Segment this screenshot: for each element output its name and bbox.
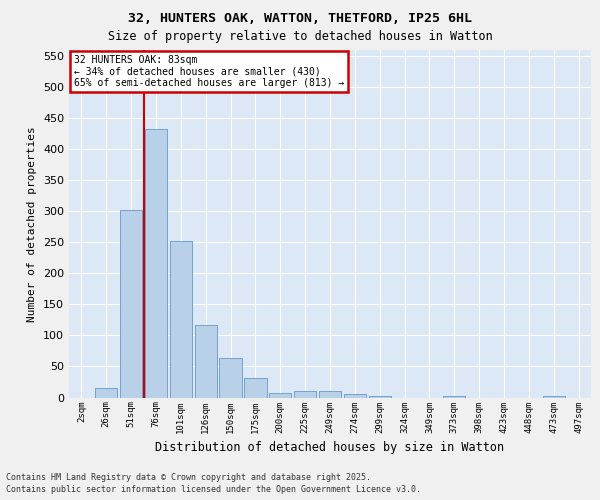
Bar: [170, 241, 192, 398]
X-axis label: Distribution of detached houses by size in Watton: Distribution of detached houses by size …: [155, 441, 505, 454]
Bar: [368, 396, 391, 398]
Bar: [269, 392, 292, 398]
Bar: [319, 390, 341, 398]
Bar: [294, 390, 316, 398]
Text: Size of property relative to detached houses in Watton: Size of property relative to detached ho…: [107, 30, 493, 43]
Text: 32 HUNTERS OAK: 83sqm
← 34% of detached houses are smaller (430)
65% of semi-det: 32 HUNTERS OAK: 83sqm ← 34% of detached …: [74, 55, 344, 88]
Y-axis label: Number of detached properties: Number of detached properties: [28, 126, 37, 322]
Bar: [244, 378, 266, 398]
Text: Contains public sector information licensed under the Open Government Licence v3: Contains public sector information licen…: [6, 485, 421, 494]
Bar: [194, 325, 217, 398]
Bar: [344, 394, 366, 398]
Bar: [120, 210, 142, 398]
Bar: [220, 358, 242, 398]
Bar: [95, 388, 118, 398]
Bar: [443, 396, 466, 398]
Text: 32, HUNTERS OAK, WATTON, THETFORD, IP25 6HL: 32, HUNTERS OAK, WATTON, THETFORD, IP25 …: [128, 12, 472, 26]
Text: Contains HM Land Registry data © Crown copyright and database right 2025.: Contains HM Land Registry data © Crown c…: [6, 472, 371, 482]
Bar: [542, 396, 565, 398]
Bar: [145, 130, 167, 398]
